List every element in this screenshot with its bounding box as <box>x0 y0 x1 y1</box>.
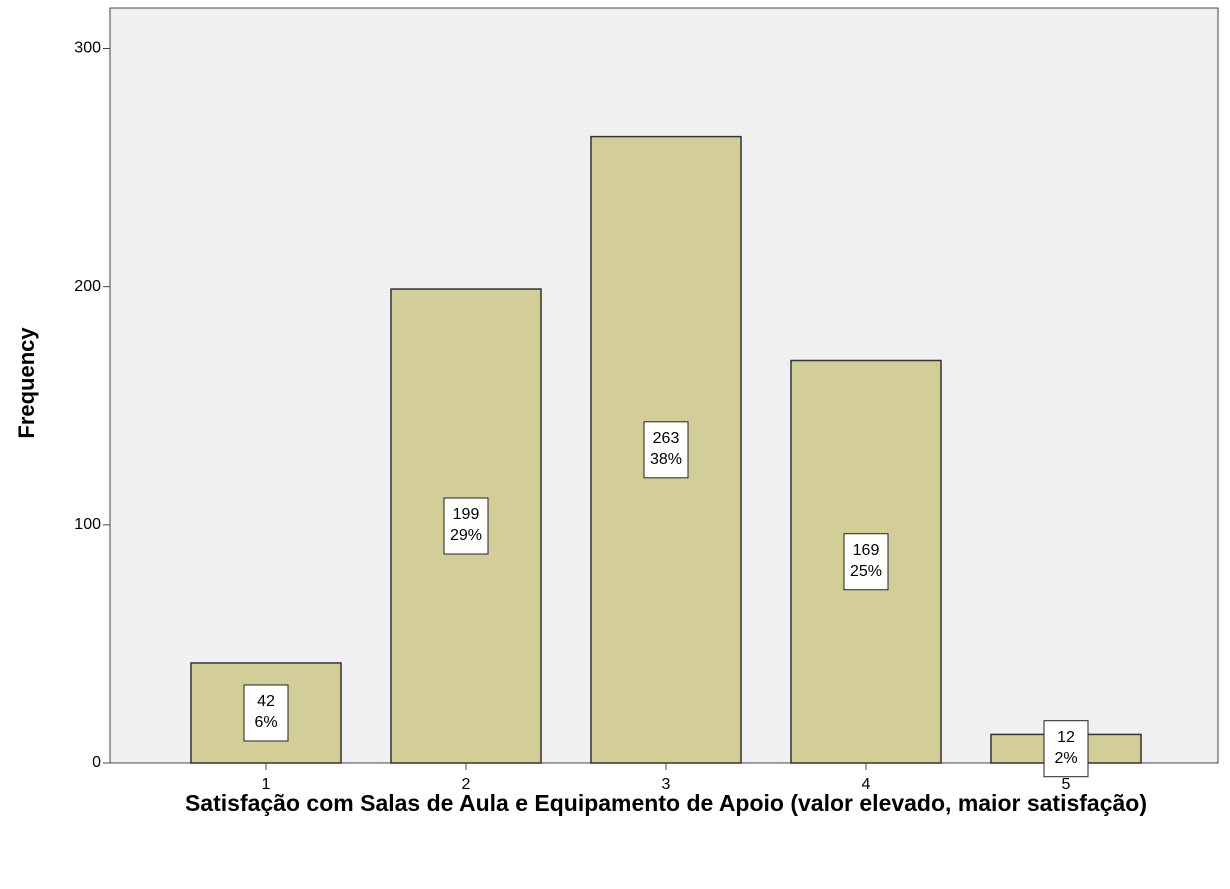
x-tick-label: 1 <box>262 776 271 793</box>
x-tick-label: 4 <box>862 776 871 793</box>
data-label-box <box>843 533 889 591</box>
y-tick-label: 200 <box>74 278 101 295</box>
data-label-percent: 6% <box>254 714 277 731</box>
data-label-box <box>1043 720 1089 778</box>
x-tick-label: 5 <box>1062 776 1071 793</box>
x-axis-label: Satisfação com Salas de Aula e Equipamen… <box>184 790 1148 816</box>
x-tick-label: 2 <box>462 776 471 793</box>
data-label: 42 <box>257 693 275 710</box>
data-label-box <box>643 421 689 479</box>
data-label-percent: 38% <box>650 451 682 468</box>
y-tick-label: 0 <box>92 754 101 771</box>
data-label-percent: 25% <box>850 563 882 580</box>
data-label-box <box>243 684 289 742</box>
data-label-box <box>443 497 489 555</box>
data-label-percent: 29% <box>450 527 482 544</box>
y-tick-label: 300 <box>74 40 101 57</box>
data-label: 169 <box>853 542 880 559</box>
data-label: 12 <box>1057 729 1075 746</box>
y-axis-label: Frequency <box>14 327 39 439</box>
data-label-percent: 2% <box>1054 750 1077 767</box>
x-tick-label: 3 <box>662 776 671 793</box>
y-tick-label: 100 <box>74 516 101 533</box>
data-label: 199 <box>453 506 480 523</box>
data-label: 263 <box>653 430 680 447</box>
